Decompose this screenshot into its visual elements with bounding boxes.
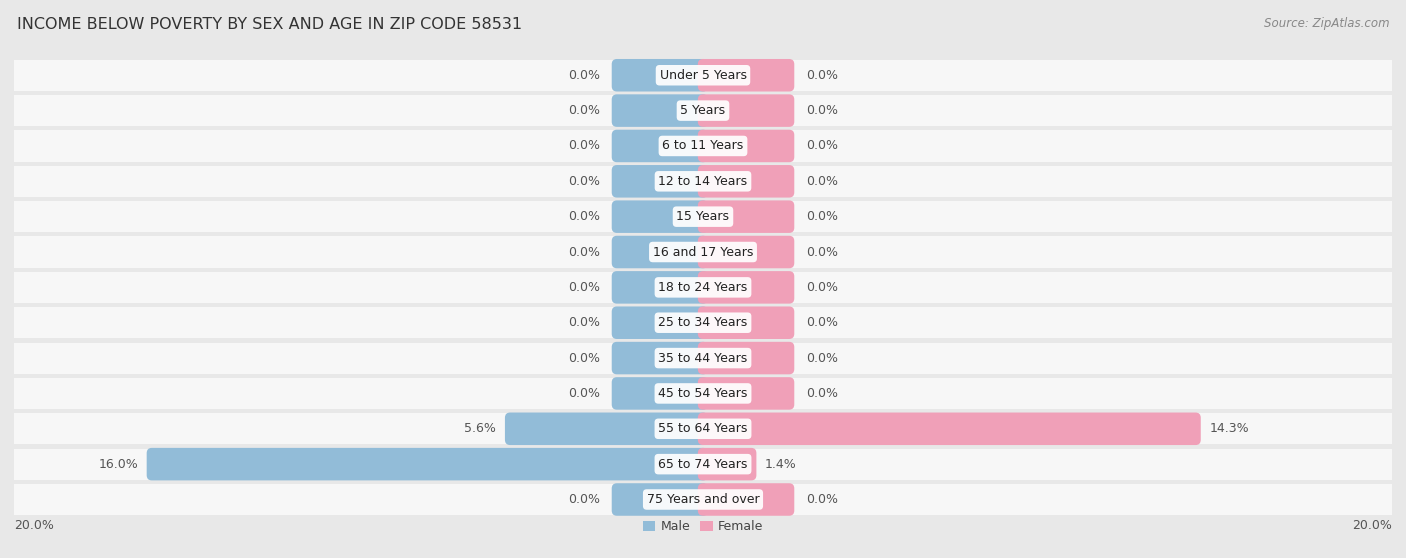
FancyBboxPatch shape bbox=[612, 129, 709, 162]
FancyBboxPatch shape bbox=[612, 342, 709, 374]
FancyBboxPatch shape bbox=[697, 129, 794, 162]
Text: 0.0%: 0.0% bbox=[807, 387, 838, 400]
Text: 35 to 44 Years: 35 to 44 Years bbox=[658, 352, 748, 364]
Bar bbox=[14, 413, 1392, 444]
FancyBboxPatch shape bbox=[697, 412, 1201, 445]
Text: 0.0%: 0.0% bbox=[807, 175, 838, 188]
FancyBboxPatch shape bbox=[697, 377, 794, 410]
Text: Under 5 Years: Under 5 Years bbox=[659, 69, 747, 81]
Bar bbox=[14, 484, 1392, 515]
Bar bbox=[14, 307, 1392, 338]
FancyBboxPatch shape bbox=[697, 483, 794, 516]
Text: 16.0%: 16.0% bbox=[98, 458, 138, 470]
Text: 5.6%: 5.6% bbox=[464, 422, 496, 435]
Text: 0.0%: 0.0% bbox=[568, 210, 599, 223]
Text: 0.0%: 0.0% bbox=[807, 352, 838, 364]
Text: 1.4%: 1.4% bbox=[765, 458, 797, 470]
Bar bbox=[14, 449, 1392, 480]
FancyBboxPatch shape bbox=[697, 59, 794, 92]
Text: 14.3%: 14.3% bbox=[1209, 422, 1249, 435]
FancyBboxPatch shape bbox=[505, 412, 709, 445]
Text: 0.0%: 0.0% bbox=[568, 281, 599, 294]
FancyBboxPatch shape bbox=[612, 59, 709, 92]
Text: 20.0%: 20.0% bbox=[14, 519, 53, 532]
Bar bbox=[14, 201, 1392, 232]
Bar bbox=[14, 131, 1392, 161]
Text: 0.0%: 0.0% bbox=[568, 316, 599, 329]
FancyBboxPatch shape bbox=[697, 342, 794, 374]
Text: 0.0%: 0.0% bbox=[568, 387, 599, 400]
FancyBboxPatch shape bbox=[697, 271, 794, 304]
FancyBboxPatch shape bbox=[612, 271, 709, 304]
FancyBboxPatch shape bbox=[697, 200, 794, 233]
Text: Source: ZipAtlas.com: Source: ZipAtlas.com bbox=[1264, 17, 1389, 30]
Text: 0.0%: 0.0% bbox=[568, 352, 599, 364]
Text: 0.0%: 0.0% bbox=[568, 175, 599, 188]
FancyBboxPatch shape bbox=[697, 448, 756, 480]
Text: 25 to 34 Years: 25 to 34 Years bbox=[658, 316, 748, 329]
Text: 5 Years: 5 Years bbox=[681, 104, 725, 117]
Text: 0.0%: 0.0% bbox=[568, 104, 599, 117]
FancyBboxPatch shape bbox=[697, 235, 794, 268]
Text: 12 to 14 Years: 12 to 14 Years bbox=[658, 175, 748, 188]
Text: 20.0%: 20.0% bbox=[1353, 519, 1392, 532]
Text: 6 to 11 Years: 6 to 11 Years bbox=[662, 140, 744, 152]
Text: 0.0%: 0.0% bbox=[807, 69, 838, 81]
Text: 0.0%: 0.0% bbox=[568, 140, 599, 152]
Text: 0.0%: 0.0% bbox=[807, 493, 838, 506]
Bar bbox=[14, 237, 1392, 268]
Text: 15 Years: 15 Years bbox=[676, 210, 730, 223]
Text: 0.0%: 0.0% bbox=[807, 316, 838, 329]
Text: 18 to 24 Years: 18 to 24 Years bbox=[658, 281, 748, 294]
Text: 75 Years and over: 75 Years and over bbox=[647, 493, 759, 506]
Text: 0.0%: 0.0% bbox=[807, 210, 838, 223]
Text: INCOME BELOW POVERTY BY SEX AND AGE IN ZIP CODE 58531: INCOME BELOW POVERTY BY SEX AND AGE IN Z… bbox=[17, 17, 522, 32]
Text: 65 to 74 Years: 65 to 74 Years bbox=[658, 458, 748, 470]
FancyBboxPatch shape bbox=[612, 165, 709, 198]
Bar bbox=[14, 60, 1392, 91]
Text: 0.0%: 0.0% bbox=[568, 246, 599, 258]
FancyBboxPatch shape bbox=[612, 200, 709, 233]
Text: 55 to 64 Years: 55 to 64 Years bbox=[658, 422, 748, 435]
Bar bbox=[14, 272, 1392, 303]
Text: 0.0%: 0.0% bbox=[807, 104, 838, 117]
Text: 16 and 17 Years: 16 and 17 Years bbox=[652, 246, 754, 258]
Bar bbox=[14, 378, 1392, 409]
FancyBboxPatch shape bbox=[612, 377, 709, 410]
Text: 45 to 54 Years: 45 to 54 Years bbox=[658, 387, 748, 400]
FancyBboxPatch shape bbox=[612, 235, 709, 268]
Text: 0.0%: 0.0% bbox=[807, 246, 838, 258]
Bar bbox=[14, 95, 1392, 126]
Text: 0.0%: 0.0% bbox=[568, 69, 599, 81]
FancyBboxPatch shape bbox=[146, 448, 709, 480]
Legend: Male, Female: Male, Female bbox=[638, 515, 768, 538]
Bar bbox=[14, 343, 1392, 374]
FancyBboxPatch shape bbox=[697, 306, 794, 339]
FancyBboxPatch shape bbox=[612, 94, 709, 127]
FancyBboxPatch shape bbox=[612, 483, 709, 516]
Text: 0.0%: 0.0% bbox=[568, 493, 599, 506]
Text: 0.0%: 0.0% bbox=[807, 281, 838, 294]
FancyBboxPatch shape bbox=[697, 165, 794, 198]
Text: 0.0%: 0.0% bbox=[807, 140, 838, 152]
Bar bbox=[14, 166, 1392, 197]
FancyBboxPatch shape bbox=[612, 306, 709, 339]
FancyBboxPatch shape bbox=[697, 94, 794, 127]
